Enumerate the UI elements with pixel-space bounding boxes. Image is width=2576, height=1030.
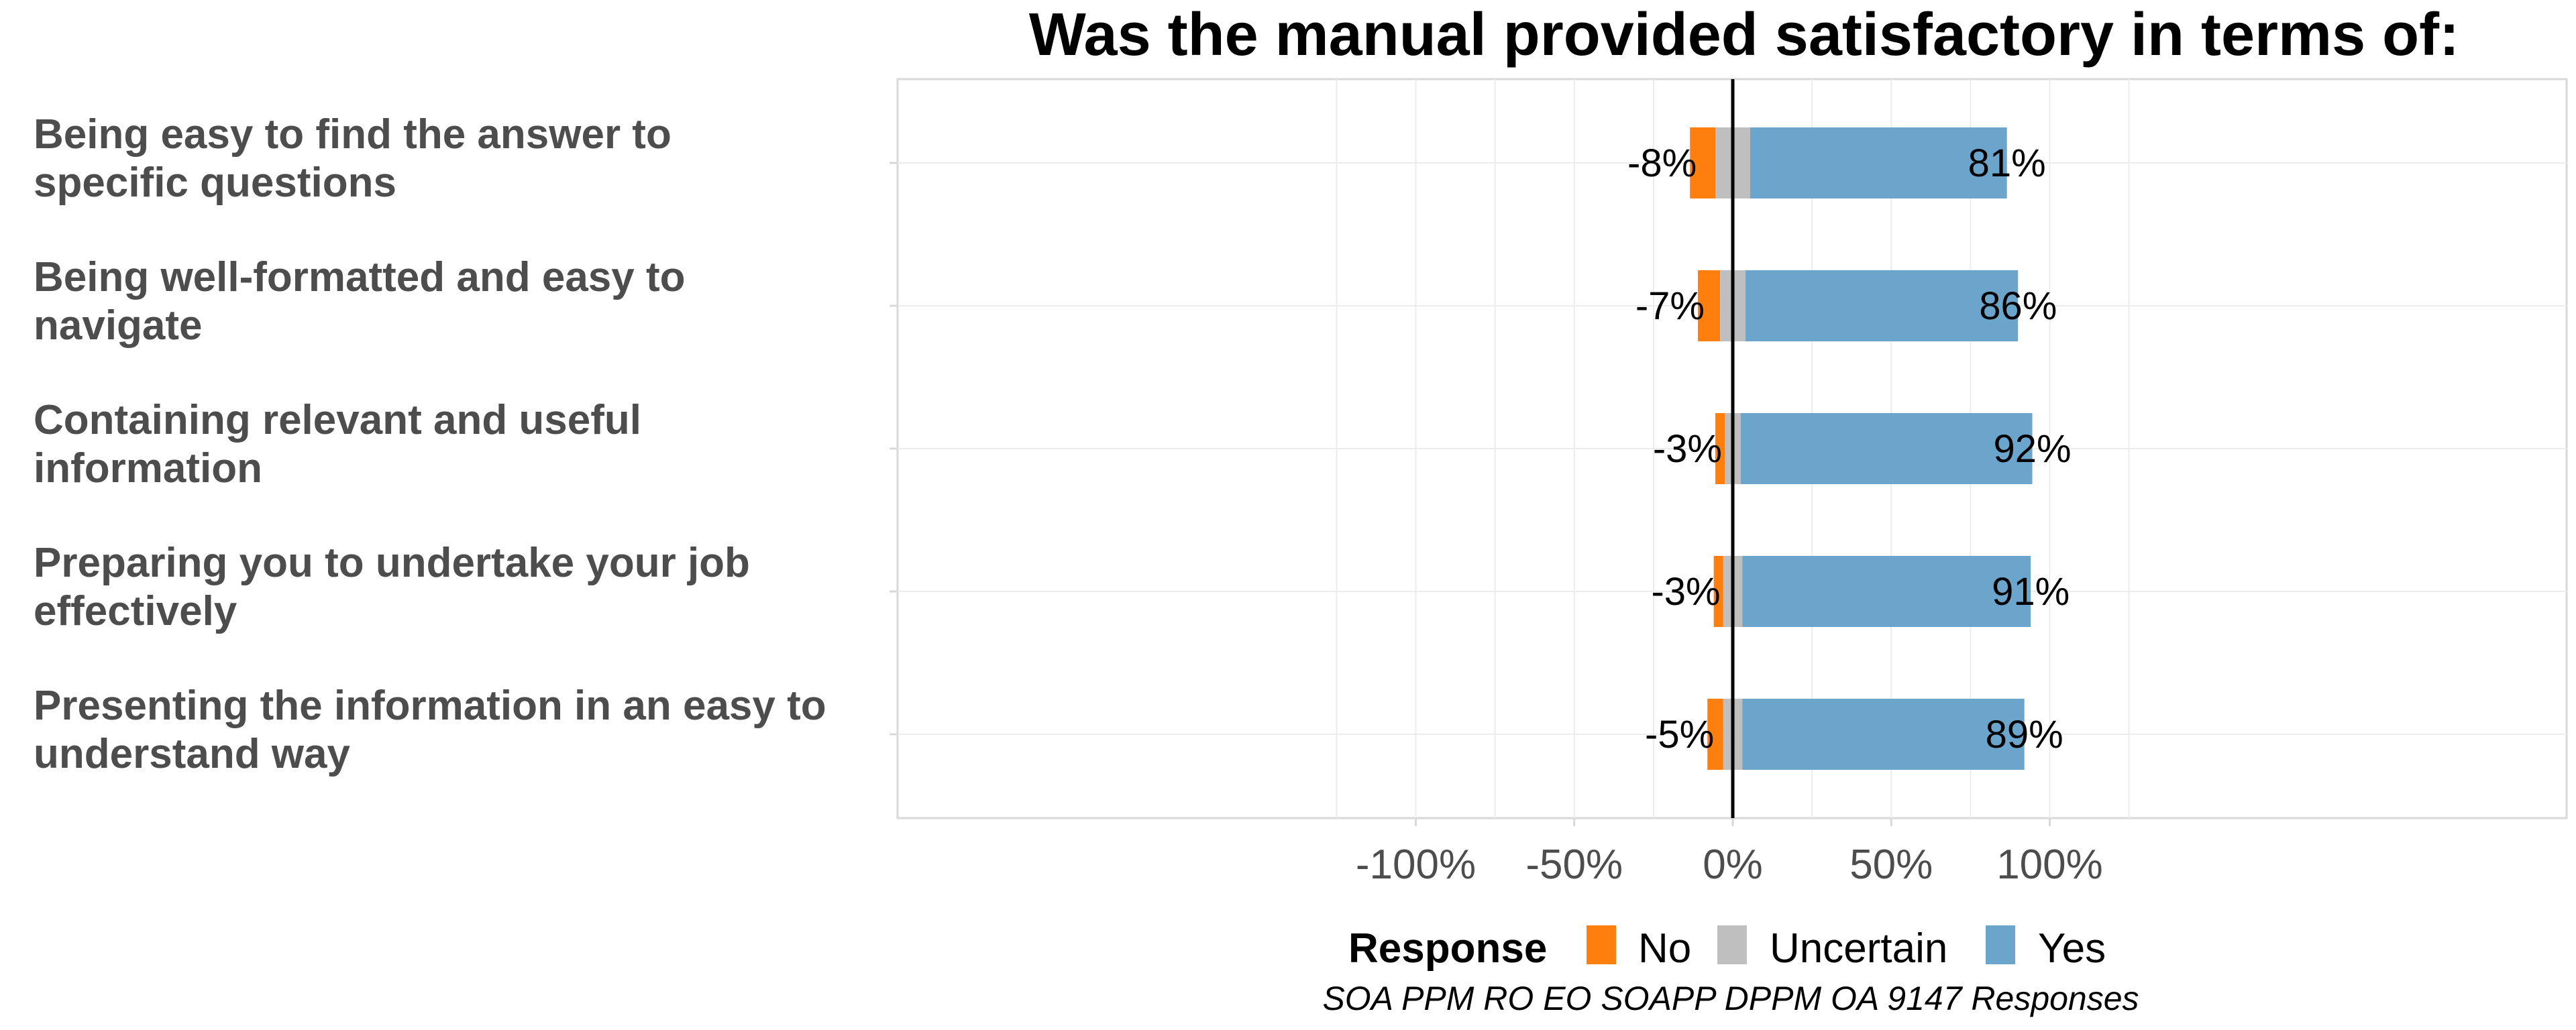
- category-label-line: Preparing you to undertake your job: [34, 540, 750, 586]
- bar-yes: [1740, 413, 2033, 484]
- data-label-yes: 92%: [1993, 427, 2071, 471]
- legend-label-uncertain: Uncertain: [1770, 925, 1947, 972]
- x-tick-label: -50%: [1525, 842, 1623, 888]
- category-label-line: specific questions: [34, 160, 396, 206]
- category-label-line: effectively: [34, 588, 237, 634]
- bar-no: [1690, 127, 1716, 198]
- bar-no: [1698, 270, 1721, 341]
- category-label: Preparing you to undertake your job effec…: [34, 540, 750, 634]
- bar-yes: [1742, 699, 2025, 770]
- chart-caption: SOA PPM RO EO SOAPP DPPM OA 9147 Respons…: [1322, 980, 2139, 1017]
- bar-yes: [1750, 127, 2007, 198]
- category-label-line: Being easy to find the answer to: [34, 111, 672, 158]
- category-label: Containing relevant and useful informatio…: [34, 397, 641, 492]
- data-label-no: -3%: [1653, 427, 1722, 471]
- category-label-line: understand way: [34, 731, 351, 777]
- category-label-line: navigate: [34, 302, 203, 349]
- category-label-line: information: [34, 445, 262, 492]
- data-label-no: -8%: [1627, 141, 1697, 185]
- data-label-no: -7%: [1635, 284, 1705, 328]
- data-labels: -8% 81% -7% 86% -3% 92% -3% 91% -5% 89%: [1627, 141, 2072, 756]
- legend-title: Response: [1348, 925, 1547, 972]
- x-tick-label: 100%: [1996, 842, 2103, 888]
- bar-yes: [1742, 556, 2031, 627]
- category-label: Being easy to find the answer to specific…: [34, 111, 672, 206]
- bar-yes: [1745, 270, 2019, 341]
- category-label-line: Presenting the information in an easy to: [34, 683, 826, 729]
- x-tick-label: 0%: [1703, 842, 1763, 888]
- x-tick-label: 50%: [1849, 842, 1933, 888]
- data-label-no: -5%: [1645, 713, 1714, 756]
- y-axis-labels: Being easy to find the answer to specific…: [34, 111, 826, 777]
- bar-no: [1715, 413, 1725, 484]
- bar-no: [1713, 556, 1723, 627]
- legend-swatch-uncertain: [1717, 925, 1747, 964]
- data-label-yes: 91%: [1992, 570, 2070, 614]
- legend: Response No Uncertain Yes: [1348, 925, 2106, 972]
- legend-label-yes: Yes: [2038, 925, 2106, 972]
- x-axis-ticks: -100% -50% 0% 50% 100%: [1356, 818, 2103, 888]
- data-label-no: -3%: [1651, 570, 1720, 614]
- chart-title: Was the manual provided satisfactory in …: [1029, 1, 2459, 68]
- data-label-yes: 89%: [1986, 713, 2063, 756]
- bars: [1690, 79, 2033, 818]
- category-label: Being well-formatted and easy to navigate: [34, 254, 686, 349]
- category-label-line: Containing relevant and useful: [34, 397, 641, 443]
- legend-swatch-yes: [1986, 925, 2015, 964]
- x-tick-label: -100%: [1356, 842, 1476, 888]
- category-label-line: Being well-formatted and easy to: [34, 254, 686, 300]
- bar-no: [1707, 699, 1723, 770]
- legend-swatch-no: [1587, 925, 1616, 964]
- data-label-yes: 86%: [1979, 284, 2057, 328]
- data-label-yes: 81%: [1968, 141, 2046, 185]
- category-label: Presenting the information in an easy to…: [34, 683, 826, 777]
- legend-label-no: No: [1638, 925, 1691, 972]
